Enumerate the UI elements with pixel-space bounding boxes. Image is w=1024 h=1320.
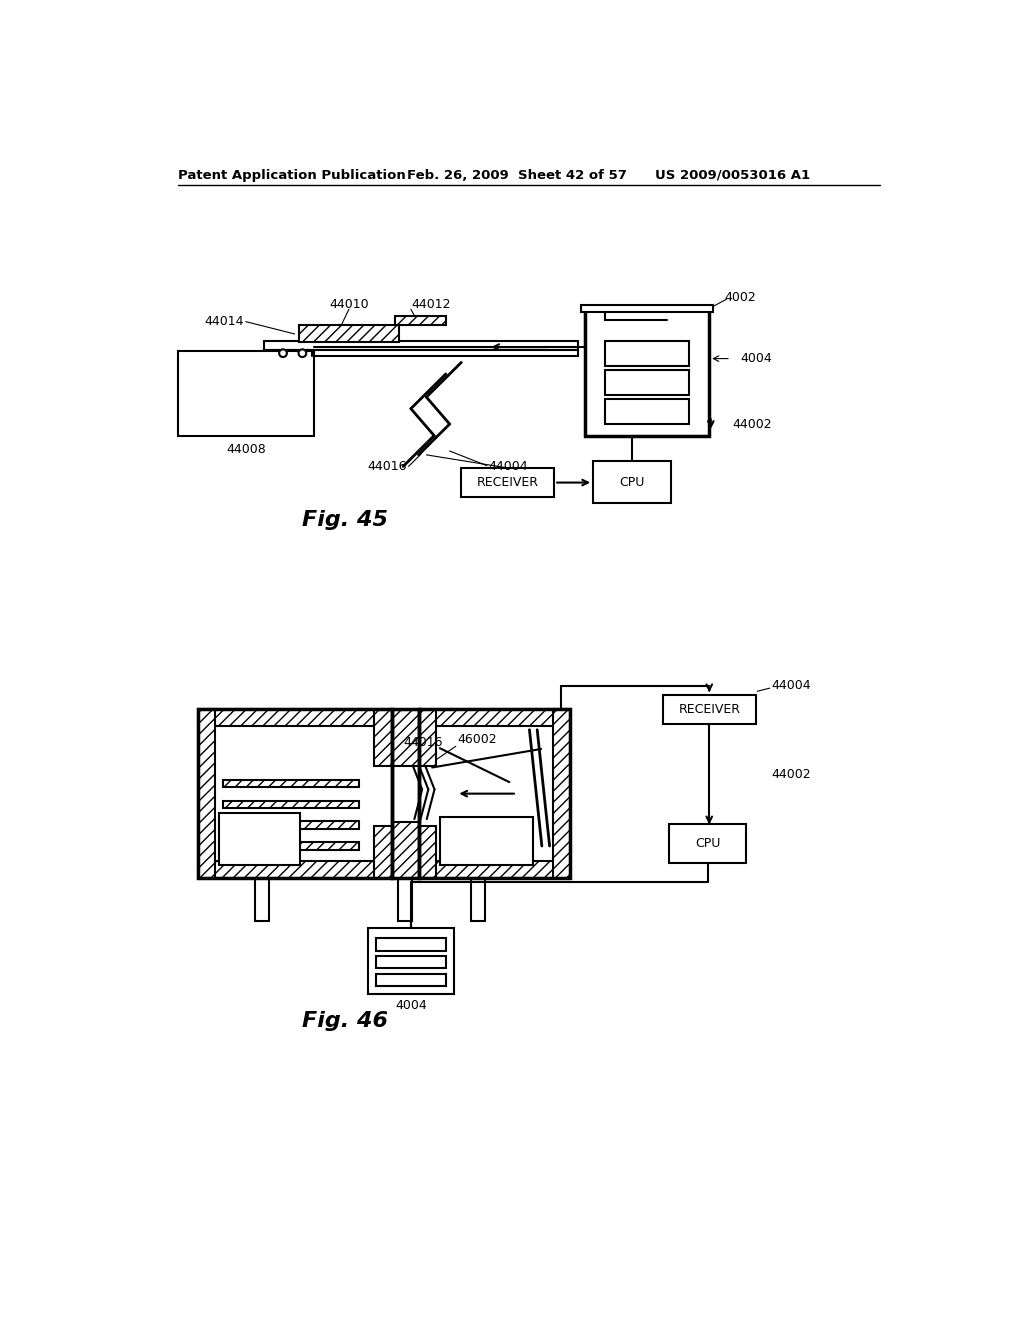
Bar — [198, 709, 391, 726]
Bar — [605, 400, 689, 424]
Text: 4004: 4004 — [740, 352, 772, 366]
Bar — [439, 817, 534, 866]
Bar — [669, 825, 746, 863]
Bar — [255, 878, 269, 921]
Bar — [663, 696, 756, 725]
Bar — [419, 826, 435, 878]
Text: 44012: 44012 — [411, 298, 451, 312]
Bar — [553, 709, 569, 878]
Bar — [178, 351, 314, 436]
Text: Feb. 26, 2009  Sheet 42 of 57: Feb. 26, 2009 Sheet 42 of 57 — [407, 169, 627, 182]
Bar — [397, 878, 412, 921]
Bar — [271, 350, 578, 356]
Bar — [369, 928, 454, 994]
Text: CPU: CPU — [695, 837, 721, 850]
Text: 44008: 44008 — [226, 444, 266, 455]
Bar — [391, 709, 419, 878]
Text: 44016: 44016 — [403, 737, 442, 750]
Bar — [222, 780, 359, 788]
Bar — [419, 862, 569, 878]
Bar — [419, 710, 435, 766]
Text: 46002: 46002 — [458, 733, 497, 746]
Bar — [376, 956, 445, 969]
Text: 44004: 44004 — [771, 680, 811, 693]
Bar — [299, 326, 399, 342]
Text: RECEIVER: RECEIVER — [477, 477, 539, 490]
Bar — [375, 710, 391, 766]
Text: 4002: 4002 — [724, 290, 756, 304]
Bar — [471, 878, 485, 921]
Bar — [376, 974, 445, 986]
Text: 44004: 44004 — [488, 459, 528, 473]
Bar — [395, 317, 445, 326]
Text: 4004: 4004 — [395, 999, 427, 1012]
Bar — [198, 709, 215, 878]
Text: RECEIVER: RECEIVER — [678, 704, 740, 717]
Bar — [586, 309, 710, 436]
Bar — [376, 939, 445, 950]
Bar — [419, 709, 569, 878]
Bar — [391, 710, 419, 766]
Bar — [461, 469, 554, 498]
Bar — [263, 341, 578, 350]
Bar — [582, 305, 713, 313]
Bar — [605, 370, 689, 395]
Text: CPU: CPU — [620, 475, 644, 488]
Text: Patent Application Publication: Patent Application Publication — [178, 169, 407, 182]
Circle shape — [280, 350, 287, 358]
Text: 44002: 44002 — [771, 768, 811, 781]
Bar — [198, 709, 391, 878]
Text: 44014: 44014 — [205, 315, 245, 329]
Text: Fig. 45: Fig. 45 — [302, 511, 388, 531]
Bar — [222, 821, 359, 829]
Bar — [222, 800, 359, 808]
Bar — [222, 842, 359, 850]
Text: Fig. 46: Fig. 46 — [302, 1011, 388, 1031]
Circle shape — [299, 350, 306, 358]
Bar — [391, 822, 419, 878]
Bar — [419, 709, 569, 726]
Text: 44016: 44016 — [368, 459, 407, 473]
Bar — [219, 813, 300, 866]
Text: 44002: 44002 — [732, 417, 772, 430]
Bar — [375, 826, 391, 878]
Text: 44010: 44010 — [329, 298, 369, 312]
Text: US 2009/0053016 A1: US 2009/0053016 A1 — [655, 169, 810, 182]
Bar — [605, 341, 689, 366]
Bar — [198, 862, 391, 878]
Bar — [593, 461, 671, 503]
